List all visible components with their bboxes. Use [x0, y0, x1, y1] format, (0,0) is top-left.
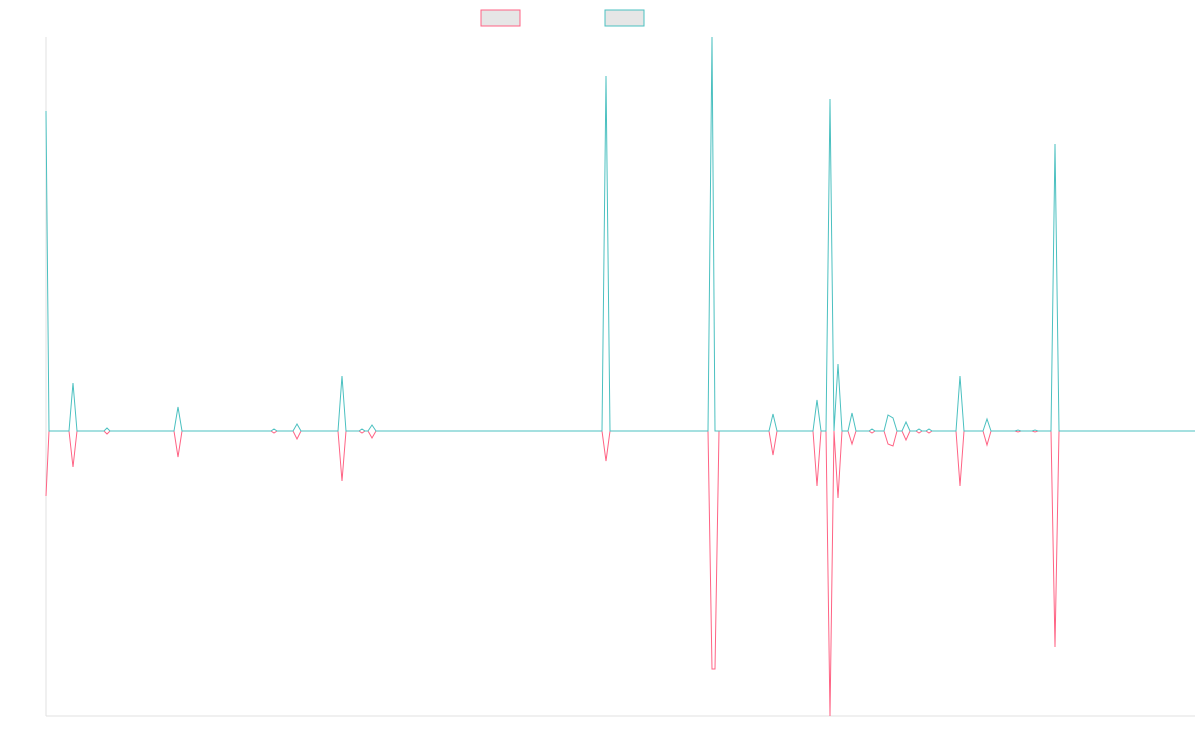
series-line — [45, 36, 1195, 432]
legend-swatch[interactable] — [604, 9, 645, 27]
legend-swatch[interactable] — [480, 9, 521, 27]
series-line — [45, 430, 1195, 717]
